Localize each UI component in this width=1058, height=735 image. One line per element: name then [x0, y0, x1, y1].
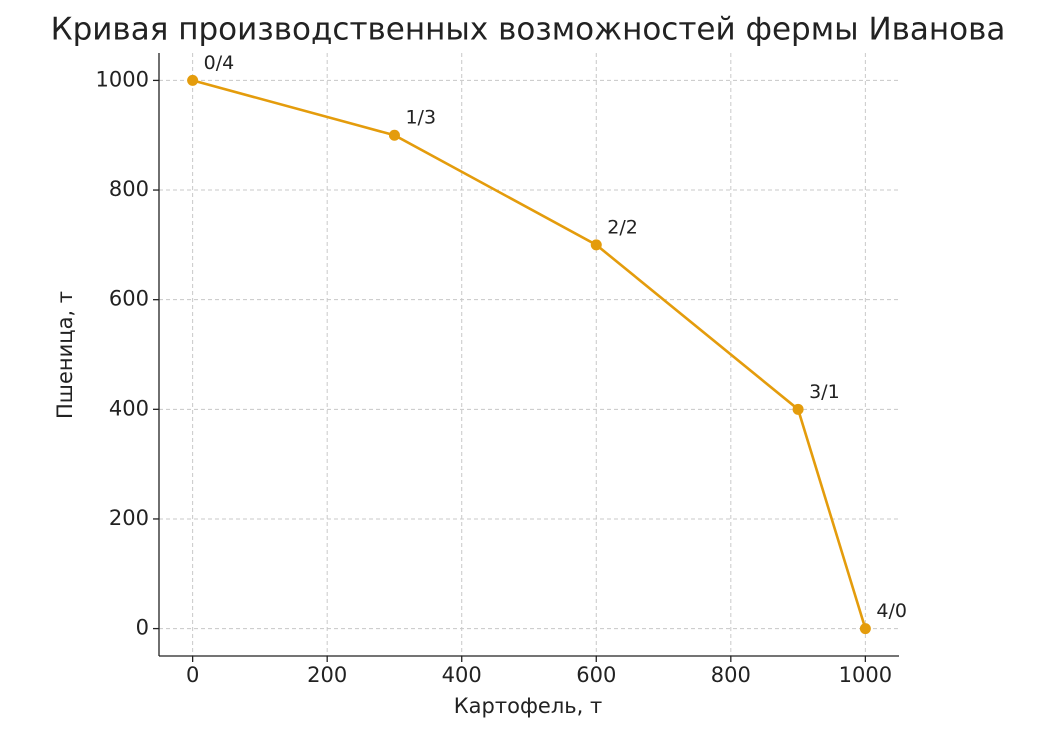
- y-tick-label: 0: [136, 616, 149, 640]
- y-tick-label: 1000: [96, 67, 149, 91]
- data-point: [388, 129, 400, 141]
- x-axis-label: Картофель, т: [454, 694, 602, 718]
- y-tick-label: 200: [109, 506, 149, 530]
- data-label: 3/1: [809, 381, 840, 403]
- chart-title: Кривая производственных возможностей фер…: [51, 12, 1006, 48]
- y-tick-label: 800: [109, 177, 149, 201]
- data-point: [859, 623, 871, 635]
- x-tick-label: 400: [442, 663, 482, 687]
- y-axis-label: Пшеница, т: [53, 291, 77, 419]
- x-tick-label: 1000: [839, 663, 892, 687]
- data-label: 1/3: [405, 107, 436, 129]
- data-label: 0/4: [204, 52, 235, 74]
- data-point: [187, 74, 199, 86]
- x-tick-label: 200: [307, 663, 347, 687]
- x-tick-label: 800: [711, 663, 751, 687]
- series-line: [192, 79, 867, 629]
- y-tick-label: 600: [109, 287, 149, 311]
- data-point: [590, 239, 602, 251]
- x-tick-label: 0: [186, 663, 199, 687]
- data-point: [792, 403, 804, 415]
- data-label: 2/2: [607, 216, 638, 238]
- x-tick-label: 600: [576, 663, 616, 687]
- y-tick-label: 400: [109, 396, 149, 420]
- data-label: 4/0: [876, 600, 907, 622]
